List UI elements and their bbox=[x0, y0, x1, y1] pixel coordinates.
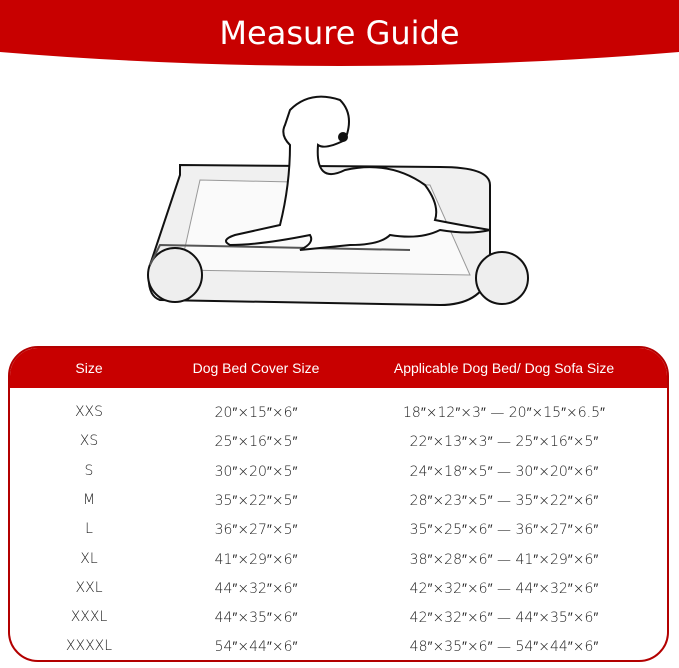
header-cover-size: Dog Bed Cover Size bbox=[192, 360, 320, 376]
size-cell: L bbox=[85, 521, 93, 538]
size-table: Size Dog Bed Cover Size Applicable Dog B… bbox=[8, 346, 669, 662]
applicable-size-cell: 35″×25″×6″ — 36″×27″×6″ bbox=[409, 522, 599, 539]
cover-size-cell: 36″×27″×5″ bbox=[214, 522, 298, 539]
applicable-size-cell: 28″×23″×5″ — 35″×22″×6″ bbox=[409, 492, 599, 509]
cover-size-cell: 41″×29″×6″ bbox=[214, 551, 298, 568]
page-title: Measure Guide bbox=[219, 14, 460, 52]
table-row: XXS 20″×15″×6″ 18″×12″×3″ — 20″×15″×6.5″ bbox=[10, 398, 667, 427]
table-row: L 36″×27″×5″ 35″×25″×6″ — 36″×27″×6″ bbox=[10, 515, 667, 544]
size-cell: XL bbox=[80, 550, 98, 567]
applicable-size-cell: 22″×13″×3″ — 25″×16″×5″ bbox=[409, 434, 599, 451]
size-cell: M bbox=[82, 491, 96, 508]
size-cell: XXL bbox=[75, 579, 103, 596]
applicable-size-cell: 48″×35″×6″ — 54″×44″×6″ bbox=[409, 639, 599, 656]
dog-on-bed-illustration bbox=[147, 95, 529, 307]
size-cell: XS bbox=[79, 433, 99, 450]
table-row: XXXL 44″×35″×6″ 42″×32″×6″ — 44″×35″×6″ bbox=[10, 603, 667, 632]
cover-size-cell: 54″×44″×6″ bbox=[214, 639, 298, 656]
title-banner bbox=[0, 0, 679, 66]
table-row: XL 41″×29″×6″ 38″×28″×6″ — 41″×29″×6″ bbox=[10, 545, 667, 574]
cover-size-cell: 35″×22″×5″ bbox=[214, 492, 298, 509]
cover-size-cell: 25″×16″×5″ bbox=[214, 434, 298, 451]
applicable-size-cell: 42″×32″×6″ — 44″×35″×6″ bbox=[409, 610, 599, 627]
cover-size-cell: 44″×32″×6″ bbox=[214, 580, 298, 597]
table-row: XS 25″×16″×5″ 22″×13″×3″ — 25″×16″×5″ bbox=[10, 427, 667, 456]
size-cell: XXXL bbox=[70, 609, 108, 626]
size-cell: XXS bbox=[74, 404, 104, 420]
table-header: Size Dog Bed Cover Size Applicable Dog B… bbox=[10, 348, 667, 388]
size-cell: XXXXL bbox=[65, 638, 113, 655]
applicable-size-cell: 42″×32″×6″ — 44″×32″×6″ bbox=[409, 580, 599, 597]
applicable-size-cell: 38″×28″×6″ — 41″×29″×6″ bbox=[409, 551, 599, 568]
cover-size-cell: 44″×35″×6″ bbox=[214, 610, 298, 627]
table-row: M 35″×22″×5″ 28″×23″×5″ — 35″×22″×6″ bbox=[10, 486, 667, 515]
header-size: Size bbox=[75, 360, 103, 376]
table-row: XXL 44″×32″×6″ 42″×32″×6″ — 44″×32″×6″ bbox=[10, 574, 667, 603]
applicable-size-cell: 18″×12″×3″ — 20″×15″×6.5″ bbox=[403, 405, 605, 421]
applicable-size-cell: 24″×18″×5″ — 30″×20″×6″ bbox=[409, 463, 599, 480]
cover-size-cell: 20″×15″×6″ bbox=[214, 405, 298, 421]
cover-size-cell: 30″×20″×5″ bbox=[214, 463, 298, 480]
table-row: S 30″×20″×5″ 24″×18″×5″ — 30″×20″×6″ bbox=[10, 457, 667, 486]
header-applicable-size: Applicable Dog Bed/ Dog Sofa Size bbox=[393, 360, 615, 376]
size-cell: S bbox=[84, 462, 94, 479]
table-row: XXXXL 54″×44″×6″ 48″×35″×6″ — 54″×44″×6″ bbox=[10, 632, 667, 660]
